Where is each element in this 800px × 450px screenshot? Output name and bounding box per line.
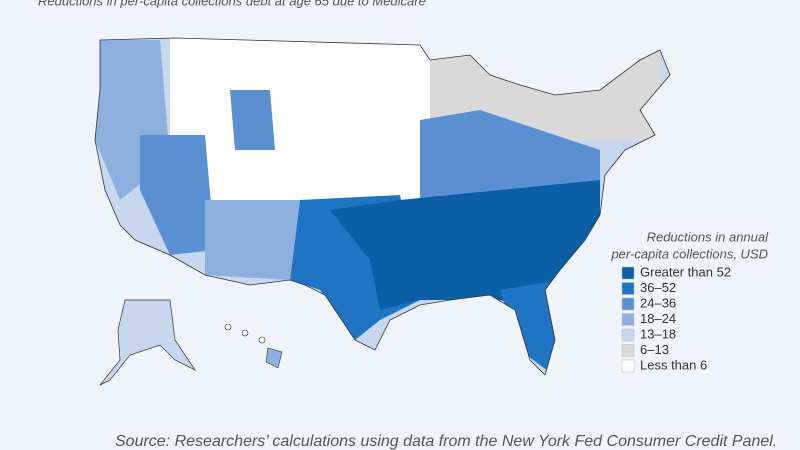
island (224, 323, 232, 331)
legend-swatch (621, 328, 635, 342)
region (170, 38, 450, 205)
legend-label: Less than 6 (640, 357, 707, 372)
region (140, 135, 215, 255)
alaska (99, 299, 197, 386)
source: Source: Researchers’ calculations using … (115, 433, 777, 450)
region (500, 280, 560, 375)
legend-swatch (621, 313, 635, 326)
legend: Reductions in annual per-capita collectio… (610, 229, 769, 372)
hawaii (224, 323, 283, 369)
legend-title: Reductions in annual (647, 229, 770, 244)
legend-label: 18–24 (640, 311, 676, 326)
region (205, 200, 300, 280)
legend-swatch (621, 297, 635, 311)
subtitle: Reductions in per-capita collections deb… (38, 0, 426, 8)
region (420, 110, 600, 200)
us-outline (94, 37, 671, 376)
legend-swatch (621, 344, 635, 357)
island (241, 329, 249, 337)
legend-label: 36–52 (640, 280, 676, 295)
legend-label: 24–36 (640, 295, 676, 310)
region (230, 90, 275, 150)
legend-label: Greater than 52 (640, 264, 731, 279)
legend-title: per-capita collections, USD (610, 246, 768, 261)
island (258, 336, 266, 344)
us-map (95, 38, 670, 375)
legend-swatch (621, 282, 635, 295)
legend-label: 6–13 (640, 342, 669, 357)
region (330, 180, 600, 310)
legend-label: 13–18 (640, 326, 676, 341)
island (265, 347, 283, 369)
legend-swatch (621, 359, 635, 373)
legend-swatch (621, 266, 635, 280)
